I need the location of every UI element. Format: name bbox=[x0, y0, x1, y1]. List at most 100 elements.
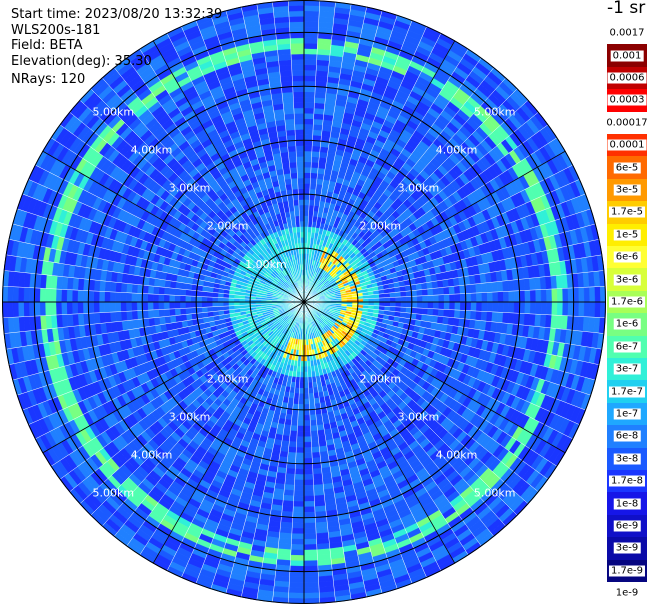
ppi-cell bbox=[284, 478, 295, 486]
ppi-cell bbox=[303, 134, 313, 141]
ray-separator bbox=[303, 1, 336, 303]
ppi-cell bbox=[303, 371, 309, 378]
ppi-cell bbox=[312, 473, 323, 480]
ppi-cell bbox=[295, 452, 305, 459]
ppi-cell bbox=[480, 282, 488, 293]
ppi-cell bbox=[427, 301, 434, 310]
ppi-cell bbox=[293, 398, 300, 405]
ppi-cell bbox=[384, 292, 391, 299]
ppi-cell bbox=[303, 226, 309, 233]
ppi-cell bbox=[308, 210, 314, 217]
ppi-cell bbox=[309, 409, 317, 416]
ppi-cell bbox=[290, 419, 299, 427]
ppi-cell bbox=[303, 560, 319, 567]
ppi-cell bbox=[313, 489, 325, 497]
ppi-cell bbox=[303, 204, 310, 211]
ppi-cell bbox=[303, 91, 316, 98]
ppi-cell bbox=[290, 544, 305, 551]
ray-separator bbox=[303, 32, 442, 303]
ppi-cell bbox=[292, 506, 305, 513]
ppi-cell bbox=[289, 560, 305, 567]
ppi-cell bbox=[299, 377, 305, 384]
ppi-cell bbox=[292, 517, 305, 524]
ppi-cell bbox=[470, 292, 477, 303]
ppi-cell bbox=[296, 425, 305, 432]
ppi-cell bbox=[368, 298, 375, 303]
ppi-cell bbox=[303, 75, 317, 82]
ppi-cell bbox=[311, 441, 320, 448]
ppi-cell bbox=[291, 527, 305, 535]
ppi-cell bbox=[432, 308, 439, 317]
ppi-cell bbox=[421, 288, 429, 297]
ppi-cell bbox=[303, 166, 312, 173]
ppi-cell bbox=[589, 301, 596, 318]
ppi-cell bbox=[303, 581, 320, 589]
ppi-cell bbox=[384, 301, 391, 307]
ppi-cell bbox=[519, 301, 526, 314]
ppi-cell bbox=[303, 183, 311, 190]
ppi-cell bbox=[312, 468, 323, 475]
ppi-cell bbox=[470, 310, 477, 321]
ppi-cell bbox=[303, 576, 319, 583]
ppi-cell bbox=[551, 288, 558, 303]
ppi-cell bbox=[303, 113, 315, 120]
ppi-cell bbox=[303, 431, 312, 438]
ppi-cell bbox=[307, 215, 314, 222]
ray-separator bbox=[303, 164, 574, 303]
ppi-cell bbox=[294, 474, 305, 481]
ray-separator bbox=[303, 14, 398, 303]
ppi-cell bbox=[303, 436, 312, 443]
ppi-cell bbox=[309, 183, 317, 190]
ppi-cell bbox=[427, 308, 434, 316]
ppi-cell bbox=[400, 306, 407, 313]
ray-separator bbox=[303, 3, 352, 303]
ppi-cell bbox=[291, 533, 305, 540]
ppi-cell bbox=[492, 301, 499, 313]
ppi-cell bbox=[303, 366, 308, 373]
ppi-cell bbox=[308, 204, 315, 212]
ppi-cell bbox=[303, 123, 314, 130]
ppi-cell bbox=[492, 291, 499, 303]
ppi-cell bbox=[470, 283, 477, 294]
ppi-cell bbox=[292, 511, 305, 518]
ppi-cell bbox=[314, 500, 326, 507]
ppi-cell bbox=[290, 549, 305, 556]
ppi-cell bbox=[400, 291, 407, 298]
ppi-cell bbox=[308, 199, 315, 206]
ppi-cell bbox=[443, 286, 450, 295]
ray-separator bbox=[303, 88, 518, 303]
ppi-cell bbox=[465, 293, 472, 303]
ppi-cell bbox=[303, 463, 313, 470]
ppi-cell bbox=[295, 457, 305, 465]
ppi-cell bbox=[405, 290, 412, 297]
ppi-cell bbox=[303, 139, 313, 147]
ppi-cell bbox=[578, 287, 585, 303]
ppi-cell bbox=[529, 301, 537, 315]
ppi-cell bbox=[303, 118, 314, 125]
ppi-cell bbox=[535, 289, 542, 303]
ppi-cell bbox=[289, 571, 305, 578]
ppi-cell bbox=[303, 129, 314, 136]
ppi-cell bbox=[303, 538, 317, 545]
ppi-cell bbox=[303, 145, 313, 152]
ppi-cell bbox=[395, 296, 402, 303]
ppi-cell bbox=[311, 145, 321, 153]
ppi-cell bbox=[486, 301, 494, 313]
ppi-cell bbox=[416, 307, 423, 315]
ppi-cell bbox=[289, 565, 305, 572]
ppi-cell bbox=[303, 571, 319, 578]
ppi-cell bbox=[503, 301, 510, 313]
ppi-cell bbox=[422, 301, 429, 309]
ppi-cell bbox=[303, 490, 315, 497]
ppi-cell bbox=[303, 237, 308, 244]
ppi-cell bbox=[294, 468, 305, 475]
ppi-cell bbox=[287, 446, 297, 454]
ppi-cell bbox=[465, 301, 472, 311]
ppi-cell bbox=[315, 413, 323, 421]
ppi-cell bbox=[185, 313, 193, 321]
ppi-cell bbox=[578, 301, 585, 317]
ppi-cell bbox=[303, 506, 316, 513]
ppi-cell bbox=[443, 294, 450, 303]
ppi-cell bbox=[291, 522, 305, 529]
